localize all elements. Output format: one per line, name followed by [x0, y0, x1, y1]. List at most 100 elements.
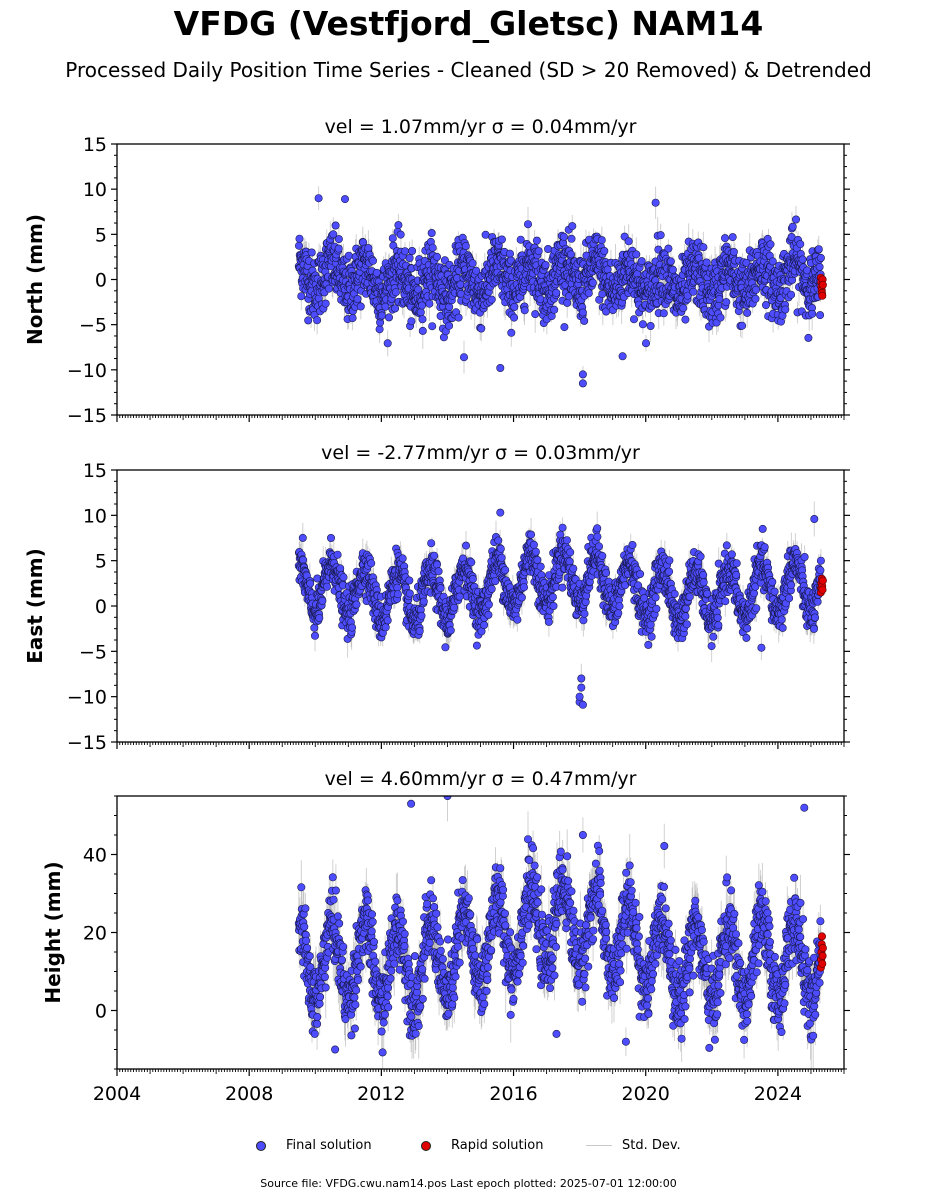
- final-point: [722, 298, 731, 307]
- final-point: [787, 290, 796, 299]
- final-point: [520, 306, 529, 315]
- final-point: [377, 311, 386, 320]
- chart-title: VFDG (Vestfjord_Gletsc) NAM14: [173, 4, 764, 43]
- final-point: [432, 252, 441, 261]
- final-point: [510, 302, 519, 311]
- final-point: [340, 195, 349, 204]
- final-point: [552, 288, 561, 297]
- final-point: [468, 259, 477, 268]
- final-point: [407, 317, 416, 326]
- final-point: [368, 256, 377, 265]
- final-point: [444, 321, 453, 330]
- final-point: [720, 234, 729, 243]
- final-point: [683, 291, 692, 300]
- final-point: [544, 245, 553, 254]
- final-point: [427, 229, 436, 238]
- final-point: [668, 265, 677, 274]
- final-point: [344, 251, 353, 260]
- final-point: [383, 616, 392, 625]
- final-point: [405, 254, 414, 263]
- final-point: [310, 631, 319, 640]
- final-point: [496, 363, 505, 372]
- final-point: [329, 230, 338, 239]
- final-point: [715, 294, 724, 303]
- final-point: [804, 333, 813, 342]
- chart-subtitle: Processed Daily Position Time Series - C…: [65, 58, 872, 82]
- final-point: [417, 301, 426, 310]
- final-point: [766, 240, 775, 249]
- final-point: [532, 236, 541, 245]
- final-point: [523, 220, 532, 229]
- final-point: [331, 221, 340, 230]
- final-point: [531, 310, 540, 319]
- final-point: [788, 222, 797, 231]
- final-point: [798, 255, 807, 264]
- final-point: [497, 235, 506, 244]
- final-point: [651, 198, 660, 207]
- final-point: [588, 278, 597, 287]
- final-point: [507, 328, 516, 337]
- final-point: [664, 244, 673, 253]
- y-tick-label: 10: [83, 179, 107, 201]
- final-point: [568, 222, 577, 231]
- final-point: [597, 236, 606, 245]
- final-point: [738, 321, 747, 330]
- final-point: [294, 241, 303, 250]
- final-point: [796, 240, 805, 249]
- final-point: [356, 302, 365, 311]
- final-point: [334, 235, 343, 244]
- final-point: [761, 300, 770, 309]
- final-point: [454, 313, 463, 322]
- y-tick-label: −15: [67, 405, 107, 427]
- final-point: [375, 325, 384, 334]
- final-point: [298, 533, 307, 542]
- final-point: [728, 233, 737, 242]
- final-point: [339, 573, 348, 582]
- final-point: [348, 314, 357, 323]
- final-point: [578, 308, 587, 317]
- rapid-point: [818, 291, 827, 300]
- y-axis-label-1: North (mm): [23, 214, 47, 345]
- final-point: [742, 258, 751, 267]
- final-point: [367, 559, 376, 568]
- final-point: [618, 352, 627, 361]
- final-point: [405, 576, 414, 585]
- final-point: [459, 353, 468, 362]
- final-point: [313, 316, 322, 325]
- final-point: [510, 313, 519, 322]
- final-point: [388, 234, 397, 243]
- final-point: [487, 295, 496, 304]
- final-point: [646, 321, 655, 330]
- final-point: [781, 305, 790, 314]
- plot-area-1: [294, 186, 827, 388]
- final-point: [415, 626, 424, 635]
- final-point: [559, 232, 568, 241]
- final-point: [307, 248, 316, 257]
- final-point: [751, 294, 760, 303]
- final-point: [580, 316, 589, 325]
- final-point: [632, 250, 641, 259]
- final-point: [716, 313, 725, 322]
- final-point: [326, 533, 335, 542]
- plot-area-2: [294, 501, 827, 709]
- final-point: [318, 596, 327, 605]
- final-point: [418, 315, 427, 324]
- final-point: [315, 613, 324, 622]
- final-point: [394, 221, 403, 230]
- final-point: [578, 379, 587, 388]
- final-point: [352, 600, 361, 609]
- final-point: [396, 230, 405, 239]
- final-point: [456, 289, 465, 298]
- final-point: [679, 304, 688, 313]
- final-point: [419, 597, 428, 606]
- final-point: [304, 316, 313, 325]
- final-point: [629, 315, 638, 324]
- final-point: [702, 258, 711, 267]
- final-point: [567, 234, 576, 243]
- final-point: [389, 241, 398, 250]
- final-point: [637, 257, 646, 266]
- final-point: [391, 304, 400, 313]
- final-point: [681, 315, 690, 324]
